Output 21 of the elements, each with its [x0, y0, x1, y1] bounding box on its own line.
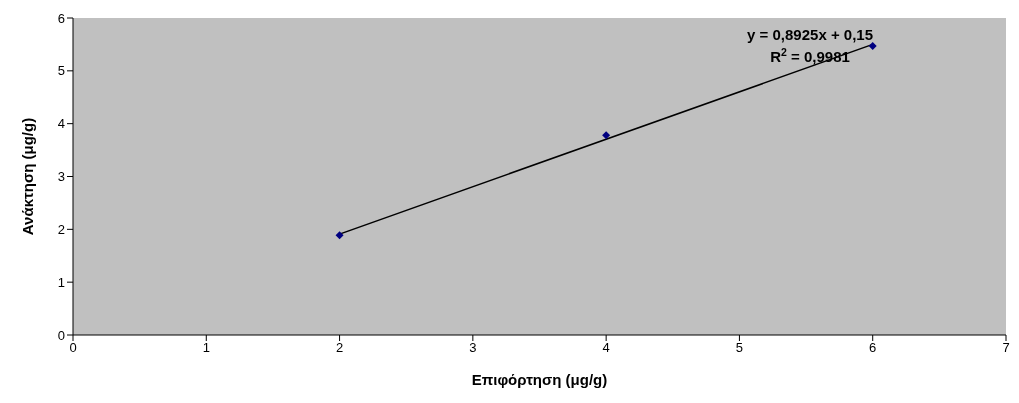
- y-tick-label: 4: [57, 116, 65, 132]
- y-axis-title: Ανάκτηση (μg/g): [19, 117, 37, 236]
- x-tick-label: 6: [869, 340, 877, 356]
- x-tick-label: 7: [1002, 340, 1010, 356]
- y-tick-label: 2: [57, 221, 65, 237]
- point: [335, 231, 344, 240]
- x-tick-label: 0: [69, 340, 77, 356]
- y-tick-label: 5: [57, 63, 65, 79]
- x-tick-label: 2: [335, 340, 344, 356]
- x-tick-label: 5: [735, 340, 744, 356]
- x-tick-label: 1: [202, 340, 210, 356]
- x-tick-label: 3: [469, 340, 477, 356]
- annotation: y = 0,8925x + 0,15: [747, 26, 874, 43]
- y-tick-label: 6: [57, 10, 65, 26]
- x-axis-title: Επιφόρτηση (μg/g): [471, 371, 608, 388]
- point: [868, 42, 877, 50]
- y-tick-label: 0: [57, 327, 65, 343]
- y-tick-label: 3: [57, 169, 65, 185]
- y-tick-label: 1: [57, 274, 65, 290]
- point: [602, 131, 611, 140]
- x-tick-label: 4: [602, 340, 610, 356]
